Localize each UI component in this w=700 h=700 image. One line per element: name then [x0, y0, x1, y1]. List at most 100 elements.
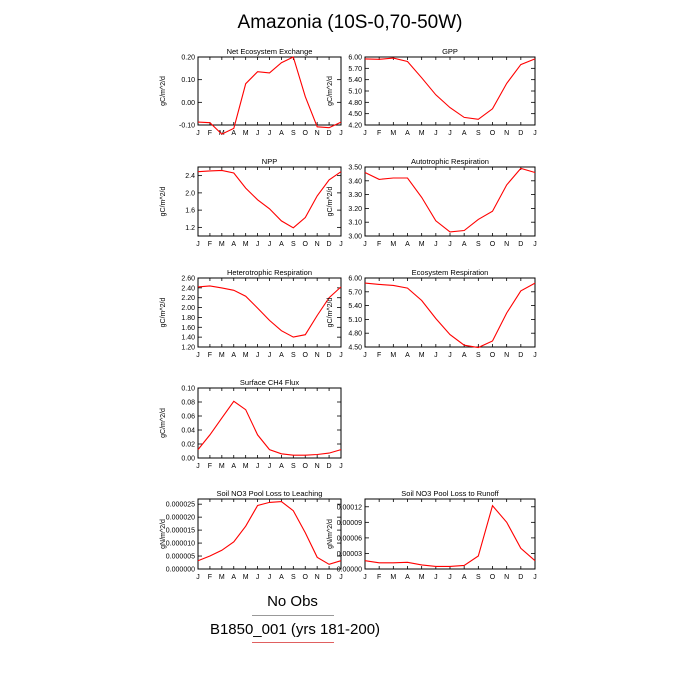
y-tick-label: 5.70 [348, 289, 362, 296]
x-tick-label: A [462, 352, 467, 359]
y-tick-label: 5.40 [348, 77, 362, 84]
x-tick-label: M [219, 463, 225, 470]
x-tick-label: O [303, 130, 309, 137]
x-tick-label: O [490, 130, 496, 137]
x-tick-label: N [315, 352, 320, 359]
x-tick-label: J [268, 130, 272, 137]
x-tick-label: M [419, 130, 425, 137]
y-tick-label: 2.00 [181, 305, 195, 312]
plot-frame [364, 498, 536, 570]
x-tick-label: A [279, 352, 284, 359]
x-tick-label: A [279, 463, 284, 470]
x-tick-label: J [339, 241, 343, 248]
x-tick-label: J [448, 574, 452, 581]
x-tick-label: A [405, 574, 410, 581]
x-tick-label: O [490, 241, 496, 248]
x-tick-label: O [490, 574, 496, 581]
y-tick-label: 0.00 [181, 100, 195, 107]
x-tick-label: M [243, 130, 249, 137]
x-tick-label: J [339, 463, 343, 470]
x-tick-label: M [390, 241, 396, 248]
x-tick-label: J [256, 241, 260, 248]
panel-title: NPP [262, 157, 277, 166]
x-tick-label: A [405, 241, 410, 248]
series-line [197, 56, 342, 135]
y-tick-label: 1.2 [185, 225, 195, 232]
series-line [197, 169, 342, 229]
x-tick-label: N [504, 352, 509, 359]
y-tick-label: 3.00 [348, 234, 362, 241]
y-tick-label: 1.60 [181, 325, 195, 332]
panel-title: Heterotrophic Respiration [227, 268, 312, 277]
x-tick-label: M [390, 352, 396, 359]
legend-line-model [252, 642, 334, 643]
x-tick-label: A [231, 574, 236, 581]
y-tick-label: 6.00 [348, 276, 362, 283]
x-tick-label: M [390, 130, 396, 137]
y-tick-label: 5.10 [348, 89, 362, 96]
x-tick-label: N [504, 130, 509, 137]
y-tick-label: 3.50 [348, 165, 362, 172]
x-tick-label: F [208, 574, 212, 581]
x-tick-label: M [419, 352, 425, 359]
x-tick-label: M [243, 574, 249, 581]
x-tick-label: A [231, 241, 236, 248]
y-axis-label: gC/m^2/d [327, 298, 334, 328]
x-tick-label: J [533, 352, 537, 359]
x-tick-label: J [339, 130, 343, 137]
series-line [364, 504, 536, 567]
y-tick-label: 0.04 [181, 428, 195, 435]
plot-frame [364, 277, 536, 348]
x-tick-label: O [303, 352, 309, 359]
y-tick-label: 0.000020 [166, 515, 195, 522]
y-axis-label: gC/m^2/d [160, 298, 167, 328]
x-tick-label: M [219, 574, 225, 581]
x-tick-label: J [339, 574, 343, 581]
x-tick-label: J [196, 241, 200, 248]
x-tick-label: A [279, 574, 284, 581]
x-tick-label: J [268, 574, 272, 581]
series-line [364, 167, 536, 233]
x-tick-label: S [291, 130, 296, 137]
x-tick-label: O [303, 241, 309, 248]
y-tick-label: 0.000015 [166, 528, 195, 535]
x-tick-label: J [448, 241, 452, 248]
x-tick-label: S [476, 241, 481, 248]
x-tick-label: J [448, 130, 452, 137]
y-tick-label: 4.80 [348, 100, 362, 107]
y-tick-label: 6.00 [348, 55, 362, 62]
y-tick-label: 1.20 [181, 345, 195, 352]
x-tick-label: J [363, 574, 367, 581]
x-tick-label: N [504, 574, 509, 581]
x-tick-label: F [208, 130, 212, 137]
y-tick-label: 4.50 [348, 345, 362, 352]
y-tick-label: 0.02 [181, 442, 195, 449]
y-tick-label: 0.10 [181, 77, 195, 84]
x-tick-label: A [231, 130, 236, 137]
x-tick-label: S [476, 352, 481, 359]
y-tick-label: 3.10 [348, 220, 362, 227]
y-axis-label: gN/m^2/d [160, 519, 167, 549]
y-tick-label: 4.80 [348, 331, 362, 338]
x-tick-label: M [419, 574, 425, 581]
x-tick-label: D [518, 574, 523, 581]
y-tick-label: 1.6 [185, 208, 195, 215]
y-tick-label: 0.10 [181, 386, 195, 393]
x-tick-label: J [533, 574, 537, 581]
series-line [364, 57, 536, 120]
x-tick-label: J [533, 241, 537, 248]
x-tick-label: J [363, 241, 367, 248]
x-tick-label: A [462, 241, 467, 248]
y-tick-label: 2.40 [181, 285, 195, 292]
legend-item-no-obs: No Obs [267, 593, 318, 610]
x-tick-label: J [448, 352, 452, 359]
x-tick-label: J [533, 130, 537, 137]
x-tick-label: M [243, 352, 249, 359]
x-tick-label: O [303, 463, 309, 470]
x-tick-label: N [315, 130, 320, 137]
x-tick-label: D [327, 130, 332, 137]
x-tick-label: N [315, 241, 320, 248]
x-tick-label: F [377, 130, 381, 137]
x-tick-label: J [196, 574, 200, 581]
